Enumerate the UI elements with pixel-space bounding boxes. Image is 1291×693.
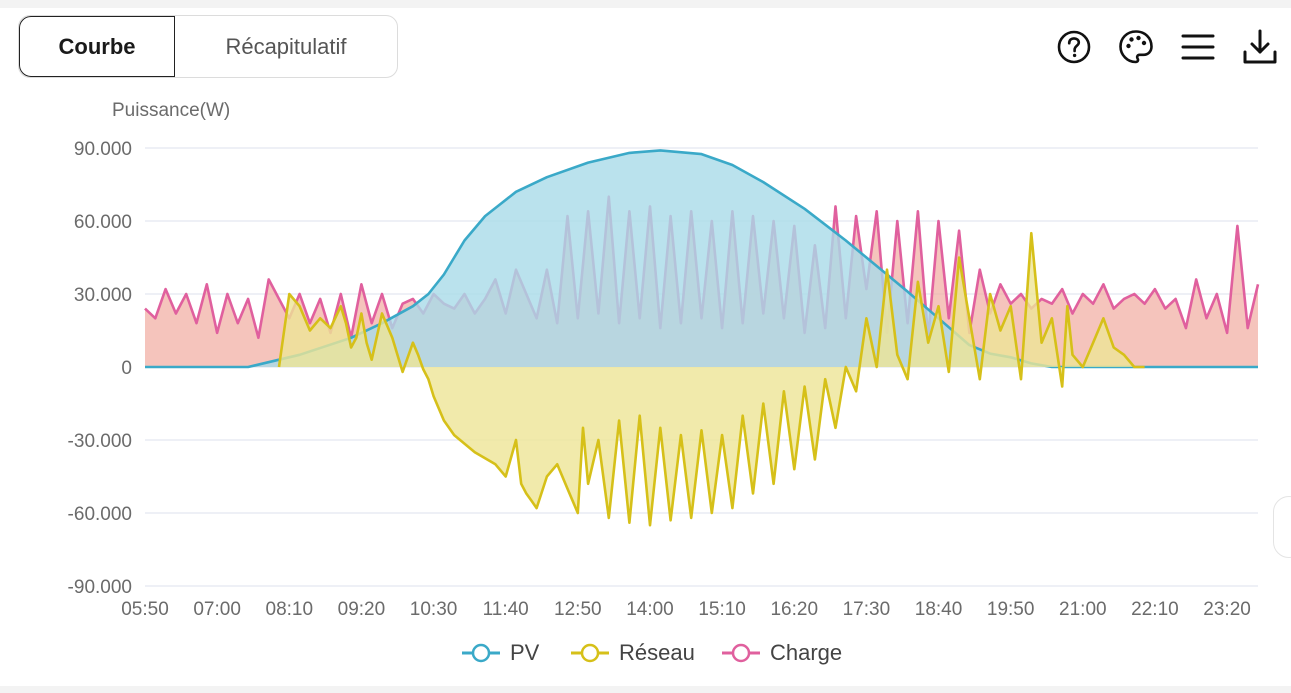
x-tick-label: 18:40 bbox=[915, 599, 963, 620]
x-tick-label: 14:00 bbox=[626, 599, 674, 620]
theme-button[interactable] bbox=[1115, 26, 1157, 68]
help-icon bbox=[1057, 30, 1091, 64]
x-tick-label: 11:40 bbox=[483, 599, 529, 620]
y-tick-label: 90.000 bbox=[74, 139, 132, 160]
chart-card: Courbe Récapitulatif bbox=[0, 8, 1291, 686]
y-tick-label: 30.000 bbox=[74, 285, 132, 306]
legend[interactable]: PV Réseau Charge bbox=[462, 640, 842, 665]
y-axis-label: Puissance(W) bbox=[112, 100, 230, 121]
legend-label: Charge bbox=[770, 640, 842, 665]
x-tick-label: 10:30 bbox=[410, 599, 458, 620]
x-tick-label: 17:30 bbox=[843, 599, 891, 620]
y-tick-label: -60.000 bbox=[68, 504, 132, 525]
legend-marker bbox=[731, 643, 751, 663]
legend-item[interactable]: Charge bbox=[722, 640, 842, 665]
series-line bbox=[277, 231, 1145, 527]
x-tick-label: 09:20 bbox=[338, 599, 386, 620]
legend-label: PV bbox=[510, 640, 540, 665]
x-tick-label: 21:00 bbox=[1059, 599, 1107, 620]
x-tick-label: 22:10 bbox=[1131, 599, 1179, 620]
power-chart: Puissance(W) 90.000 60.000 30.000 0 -30.000 -… bbox=[68, 100, 1260, 665]
series-area bbox=[145, 150, 1258, 367]
x-tick-label: 15:10 bbox=[698, 599, 746, 620]
x-tick-label: 16:20 bbox=[770, 599, 818, 620]
x-tick-label: 05:50 bbox=[121, 599, 169, 620]
legend-label: Réseau bbox=[619, 640, 695, 665]
legend-marker bbox=[580, 643, 600, 663]
x-tick-label: 07:00 bbox=[193, 599, 241, 620]
y-tick-label: 0 bbox=[121, 358, 132, 379]
download-button[interactable] bbox=[1239, 26, 1281, 68]
scroll-handle[interactable] bbox=[1273, 496, 1291, 558]
view-tabs: Courbe Récapitulatif bbox=[18, 15, 398, 78]
legend-item[interactable]: PV bbox=[462, 640, 540, 665]
palette-icon bbox=[1119, 30, 1153, 64]
tab-recapitulatif[interactable]: Récapitulatif bbox=[225, 33, 347, 59]
y-tick-labels: 90.000 60.000 30.000 0 -30.000 -60.000 -90.000 bbox=[68, 139, 132, 598]
x-tick-labels: 05:50 07:00 08:10 09:20 10:30 11:40 12:50 14:00… bbox=[121, 599, 1251, 620]
x-tick-label: 08:10 bbox=[266, 599, 314, 620]
download-icon bbox=[1243, 29, 1277, 64]
y-tick-label: 60.000 bbox=[74, 212, 132, 233]
tab-courbe[interactable]: Courbe bbox=[19, 16, 175, 77]
x-tick-label: 19:50 bbox=[987, 599, 1035, 620]
y-tick-label: -30.000 bbox=[68, 431, 132, 452]
y-tick-label: -90.000 bbox=[68, 577, 132, 598]
menu-button[interactable] bbox=[1177, 26, 1219, 68]
series-areas bbox=[144, 149, 1260, 527]
chart-toolbar bbox=[1053, 26, 1281, 68]
series-area bbox=[279, 233, 1145, 526]
x-tick-label: 12:50 bbox=[554, 599, 602, 620]
menu-icon bbox=[1181, 34, 1215, 60]
help-button[interactable] bbox=[1053, 26, 1095, 68]
legend-marker bbox=[471, 643, 491, 663]
x-tick-label: 23:20 bbox=[1203, 599, 1251, 620]
legend-item[interactable]: Réseau bbox=[571, 640, 695, 665]
